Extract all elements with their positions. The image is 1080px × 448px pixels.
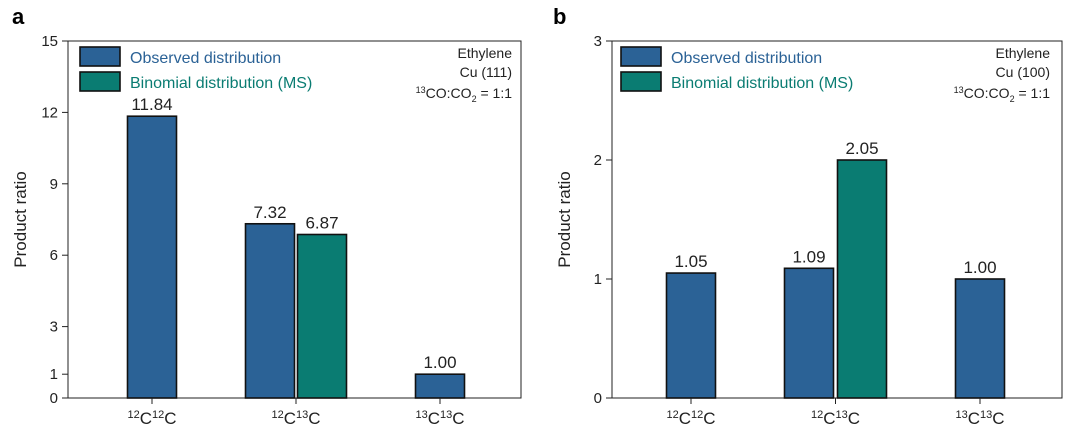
bar-binomial: [296, 233, 348, 399]
legend-label: Observed distribution: [130, 50, 281, 67]
subscript: 2: [1010, 94, 1015, 104]
y-tick-label: 0: [594, 390, 602, 407]
isotope-superscript: 13: [296, 409, 308, 421]
bar-value-label: 6.87: [305, 213, 338, 232]
panel-letter: a: [12, 4, 25, 29]
category-label: 12C12C: [666, 409, 715, 428]
legend-swatch-observed: [79, 46, 121, 67]
y-axis-title: Product ratio: [555, 171, 574, 267]
legend-label: Binomial distribution (MS): [130, 75, 312, 92]
y-tick-label: 9: [50, 176, 58, 193]
y-tick-label: 1: [50, 366, 58, 383]
bar-observed: [954, 278, 1006, 399]
isotope-superscript: 12: [691, 409, 703, 421]
legend-label: Binomial distribution (MS): [671, 75, 853, 92]
element-symbol: C: [823, 409, 835, 428]
annotation-ratio-text: CO:CO: [964, 85, 1010, 101]
bar-observed: [665, 272, 717, 399]
isotope-superscript: 13: [415, 409, 427, 421]
panel-letter: b: [553, 4, 566, 29]
bar-value-label: 1.09: [792, 247, 825, 266]
bar-value-label: 11.84: [131, 95, 172, 114]
y-tick-label: 3: [594, 33, 602, 50]
isotope-superscript: 13: [440, 409, 452, 421]
isotope-superscript: 13: [980, 409, 992, 421]
y-tick-label: 12: [41, 104, 58, 121]
category-label: 12C13C: [271, 409, 320, 428]
bar-binomial: [836, 159, 888, 399]
annotation-ratio-text: = 1:1: [1015, 85, 1051, 101]
element-symbol: C: [284, 409, 296, 428]
element-symbol: C: [848, 409, 860, 428]
isotope-superscript: 12: [666, 409, 678, 421]
bar-value-label: 2.05: [845, 139, 878, 158]
element-symbol: C: [992, 409, 1004, 428]
annotation-ratio-text: CO:CO: [426, 85, 472, 101]
y-tick-label: 3: [50, 319, 58, 336]
y-tick-label: 1: [594, 271, 602, 288]
element-symbol: C: [140, 409, 152, 428]
y-axis-title: Product ratio: [11, 171, 30, 267]
element-symbol: C: [308, 409, 320, 428]
isotope-superscript: 13: [955, 409, 967, 421]
category-label: 13C13C: [955, 409, 1004, 428]
element-symbol: C: [452, 409, 464, 428]
y-tick-label: 2: [594, 152, 602, 169]
isotope-superscript: 13: [416, 85, 426, 95]
annotation-product: Ethylene: [996, 45, 1051, 61]
annotation-ratio-text: = 1:1: [477, 85, 513, 101]
bar-value-label: 1.05: [674, 252, 707, 271]
isotope-superscript: 13: [836, 409, 848, 421]
legend: Observed distribution Binomial distributi…: [620, 46, 853, 92]
legend-swatch-binomial: [79, 71, 121, 92]
annotation-ratio: 13CO:CO2 = 1:1: [954, 85, 1051, 104]
bar-observed: [414, 373, 466, 399]
isotope-superscript: 12: [127, 409, 139, 421]
condition-annotation: Ethylene Cu (100) 13CO:CO2 = 1:1: [954, 45, 1051, 104]
bar-value-label: 1.00: [963, 258, 996, 277]
element-symbol: C: [968, 409, 980, 428]
y-tick-label: 0: [50, 390, 58, 407]
annotation-ratio: 13CO:CO2 = 1:1: [416, 85, 513, 104]
y-tick-label: 15: [41, 33, 58, 50]
bar-observed: [244, 222, 296, 399]
bar-observed: [783, 267, 835, 399]
subscript: 2: [472, 94, 477, 104]
legend-label: Observed distribution: [671, 50, 822, 67]
bar-value-label: 1.00: [423, 353, 456, 372]
element-symbol: C: [164, 409, 176, 428]
legend-swatch-observed: [620, 46, 662, 67]
isotope-superscript: 12: [811, 409, 823, 421]
legend: Observed distribution Binomial distributi…: [79, 46, 312, 92]
legend-swatch-binomial: [620, 71, 662, 92]
category-label: 12C12C: [127, 409, 176, 428]
category-label: 12C13C: [811, 409, 860, 428]
element-symbol: C: [703, 409, 715, 428]
annotation-product: Ethylene: [458, 45, 513, 61]
y-tick-label: 6: [50, 247, 58, 264]
bar-observed: [126, 115, 178, 399]
element-symbol: C: [679, 409, 691, 428]
bar-value-label: 7.32: [253, 203, 286, 222]
element-symbol: C: [428, 409, 440, 428]
condition-annotation: Ethylene Cu (111) 13CO:CO2 = 1:1: [416, 45, 513, 104]
isotope-superscript: 12: [271, 409, 283, 421]
isotope-superscript: 12: [152, 409, 164, 421]
annotation-surface: Cu (100): [996, 64, 1050, 80]
category-label: 13C13C: [415, 409, 464, 428]
isotope-superscript: 13: [954, 85, 964, 95]
annotation-surface: Cu (111): [460, 64, 512, 80]
